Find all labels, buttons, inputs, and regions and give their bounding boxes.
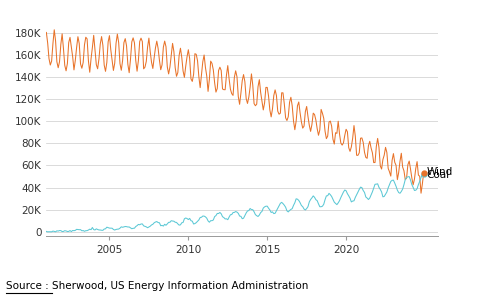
Text: Coal: Coal [427, 170, 450, 180]
Text: Wind: Wind [427, 167, 453, 177]
Text: Source :: Source : [6, 281, 52, 291]
Text: Sherwood, US Energy Information Administration: Sherwood, US Energy Information Administ… [52, 281, 308, 291]
